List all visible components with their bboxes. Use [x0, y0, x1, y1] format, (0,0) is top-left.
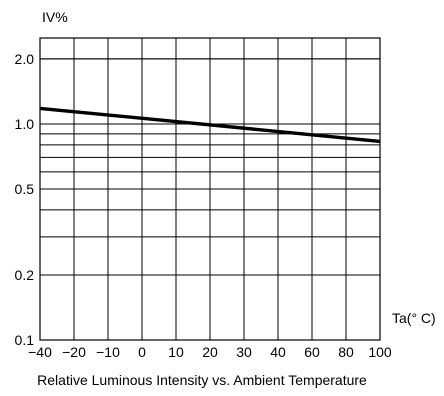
x-tick-labels: −40 −20 −10 0 10 20 30 40 60 80 100: [28, 344, 392, 360]
x-tick-label: 30: [236, 344, 252, 360]
x-tick-label: −40: [28, 344, 52, 360]
x-tick-label: −20: [62, 344, 86, 360]
x-tick-label: 100: [368, 344, 392, 360]
y-tick-label: 0.2: [15, 267, 35, 283]
x-tick-label: 10: [168, 344, 184, 360]
y-tick-label: 1.0: [15, 116, 35, 132]
series: [39, 106, 381, 144]
x-tick-label: 0: [138, 344, 146, 360]
y-tick-label: 2.0: [15, 51, 35, 67]
x-tick-label: 40: [270, 344, 286, 360]
y-tick-label: 0.5: [15, 181, 35, 197]
series-line: [39, 106, 381, 144]
chart-title: Relative Luminous Intensity vs. Ambient …: [37, 372, 367, 388]
plot-frame: [39, 37, 381, 341]
y-tick-labels: 0.1 0.2 0.5 1.0 2.0: [15, 51, 35, 348]
y-tick-label: 0.1: [15, 332, 35, 348]
grid: [40, 38, 380, 340]
y-axis-label: IV%: [42, 9, 68, 25]
x-tick-label: −10: [96, 344, 120, 360]
x-tick-label: 80: [338, 344, 354, 360]
x-tick-label: 20: [202, 344, 218, 360]
x-axis-label: Ta(° C): [392, 310, 436, 326]
x-tick-label: 60: [304, 344, 320, 360]
